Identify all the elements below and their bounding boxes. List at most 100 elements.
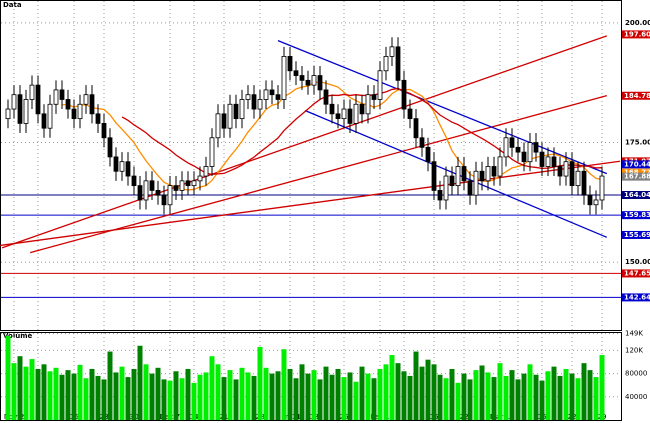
candle-body xyxy=(473,170,479,196)
volume-bar xyxy=(587,370,593,420)
volume-bar xyxy=(53,367,59,420)
volume-bar xyxy=(125,377,131,420)
volume-bar xyxy=(563,368,569,420)
volume-bar xyxy=(569,373,575,420)
candle-body xyxy=(263,89,269,100)
chart-title: Data xyxy=(3,1,22,9)
candle-body xyxy=(491,166,497,177)
volume-bar xyxy=(443,378,449,420)
candle-body xyxy=(359,103,365,115)
candle-body xyxy=(161,194,167,206)
volume-bar xyxy=(551,366,557,420)
volume-title: Volume xyxy=(3,332,33,340)
volume-bar xyxy=(233,379,239,420)
volume-bar xyxy=(269,373,275,420)
volume-bar xyxy=(359,366,365,420)
candle-body xyxy=(431,161,437,191)
candle-body xyxy=(119,161,125,172)
candle-body xyxy=(41,113,47,129)
volume-bar xyxy=(473,370,479,420)
candle-body xyxy=(89,94,95,115)
candle-body xyxy=(377,70,383,100)
volume-bar xyxy=(377,368,383,420)
candle-body xyxy=(287,56,293,72)
candle-body xyxy=(455,166,461,187)
candle-body xyxy=(197,175,203,182)
volume-bar xyxy=(485,372,491,420)
candle-body xyxy=(347,108,353,124)
candle-body xyxy=(371,94,377,100)
candle-body xyxy=(533,142,539,153)
price-label: 197.60 xyxy=(624,30,650,38)
volume-bar xyxy=(527,364,533,420)
candle-body xyxy=(257,99,263,110)
volume-bar xyxy=(293,378,299,420)
candle-body xyxy=(503,137,509,158)
price-label-box xyxy=(622,168,650,177)
candle-body xyxy=(401,79,407,110)
candle-body xyxy=(485,166,491,182)
price-label-box xyxy=(622,191,650,200)
moving-average xyxy=(62,81,603,191)
volume-bar xyxy=(35,368,41,420)
candle-body xyxy=(191,180,197,187)
volume-bar xyxy=(407,375,413,420)
volume-bar xyxy=(131,368,137,420)
volume-bar xyxy=(353,381,359,420)
candle-body xyxy=(317,75,323,91)
volume-bar xyxy=(395,363,401,420)
volume-bar xyxy=(317,379,323,420)
candle-body xyxy=(137,185,143,201)
candle-body xyxy=(551,156,557,167)
candle-body xyxy=(509,137,515,148)
volume-bar xyxy=(581,363,587,420)
candle-body xyxy=(167,185,173,206)
candle-body xyxy=(563,161,569,177)
price-label-box xyxy=(622,230,650,239)
candle-body xyxy=(275,94,281,100)
candle-body xyxy=(35,84,41,115)
volume-bar xyxy=(257,346,263,420)
volume-bar xyxy=(437,374,443,420)
price-label-box xyxy=(622,211,650,220)
volume-bar xyxy=(509,370,515,420)
candle-body xyxy=(599,175,605,201)
candle-body xyxy=(449,175,455,187)
candle-body xyxy=(53,89,59,105)
candle-body xyxy=(239,99,245,120)
volume-bar xyxy=(341,377,347,420)
candle-body xyxy=(143,180,149,201)
price-label: 167.88 xyxy=(624,173,650,181)
volume-bar xyxy=(275,371,281,420)
price-label: 159.83 xyxy=(624,211,650,219)
volume-bar xyxy=(491,377,497,420)
price-label-box xyxy=(622,293,650,302)
candle-body xyxy=(395,46,401,81)
trendline xyxy=(30,95,607,254)
candle-body xyxy=(17,94,23,124)
volume-bar xyxy=(5,335,11,420)
volume-bar xyxy=(329,374,335,420)
candle-body xyxy=(419,137,425,148)
candle-body xyxy=(329,103,335,115)
volume-bar xyxy=(335,368,341,420)
volume-bar xyxy=(425,359,431,420)
y-tick-label: 150.00 xyxy=(625,258,650,266)
volume-bar xyxy=(461,373,467,420)
volume-bar xyxy=(41,364,47,420)
volume-bar xyxy=(281,349,287,420)
price-label: 170.44 xyxy=(624,160,650,168)
candle-body xyxy=(311,75,317,86)
y-tick-label: 175.00 xyxy=(625,139,650,147)
volume-bar xyxy=(239,367,245,420)
candle-body xyxy=(479,170,485,182)
candle-body xyxy=(281,56,287,100)
candle-body xyxy=(221,113,227,129)
price-label: 142.64 xyxy=(624,293,650,301)
candle-body xyxy=(11,94,17,110)
candle-body xyxy=(203,166,209,177)
candle-body xyxy=(149,180,155,191)
candle-body xyxy=(437,190,443,201)
volume-tick-label: 80000 xyxy=(625,370,647,378)
